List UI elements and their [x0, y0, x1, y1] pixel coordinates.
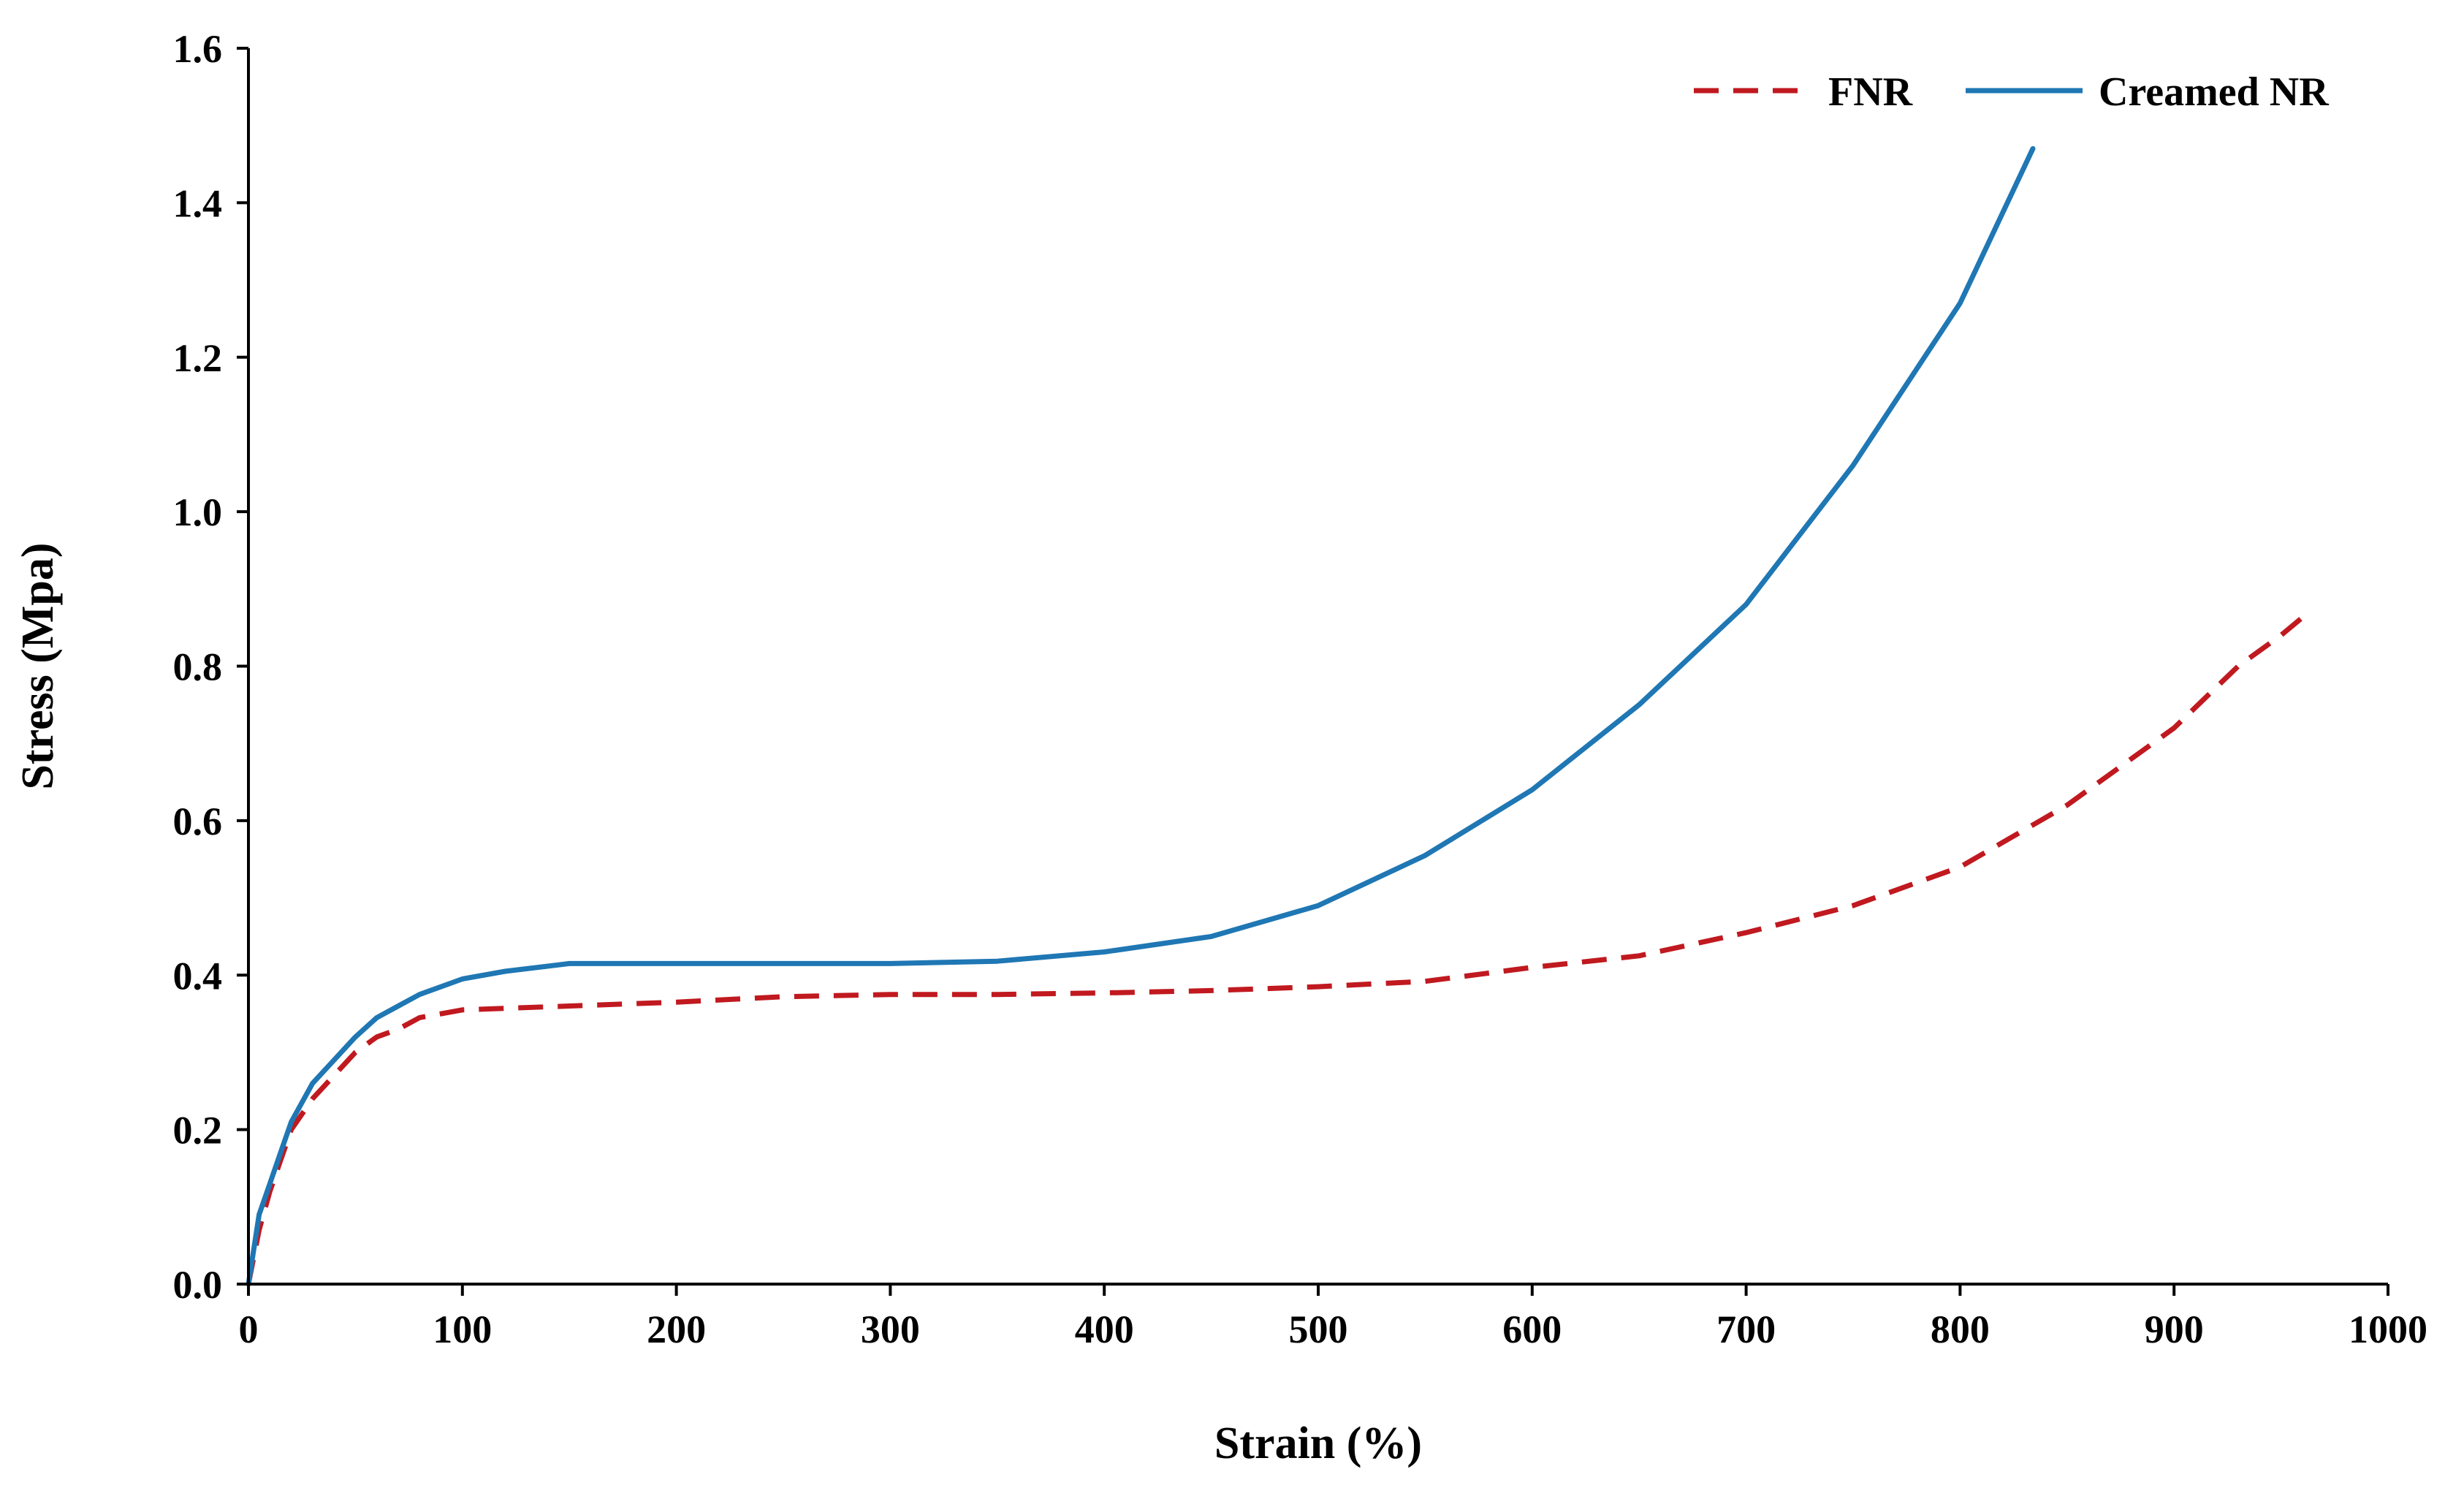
y-tick-label: 0.2 [173, 1109, 223, 1153]
y-axis-ticks: 0.0 0.2 0.4 0.6 0.8 1.0 1.2 1.4 1.6 [173, 27, 248, 1307]
x-tick-label: 0 [239, 1307, 259, 1351]
x-tick-label: 1000 [2349, 1307, 2427, 1351]
y-tick-label: 1.6 [173, 27, 223, 71]
chart-legend: FNR Creamed NR [1694, 69, 2329, 115]
series-layer [246, 145, 2311, 1287]
legend-label-fnr: FNR [1828, 69, 1913, 115]
legend-label-creamed-nr: Creamed NR [2099, 69, 2329, 115]
x-tick-label: 600 [1502, 1307, 1562, 1351]
x-tick-label: 200 [647, 1307, 706, 1351]
series-line-fnr [246, 610, 2311, 1285]
y-tick-label: 0.8 [173, 645, 223, 689]
y-tick-label: 1.2 [173, 336, 223, 380]
x-tick-label: 300 [861, 1307, 920, 1351]
x-tick-label: 800 [1931, 1307, 1990, 1351]
x-tick-label: 500 [1289, 1307, 1348, 1351]
y-tick-label: 0.6 [173, 800, 223, 843]
x-tick-label: 700 [1716, 1307, 1776, 1351]
y-tick-label: 0.4 [173, 954, 223, 998]
x-axis-title: Strain (%) [1214, 1419, 1422, 1468]
y-axis-title: Stress (Mpa) [13, 542, 63, 789]
y-tick-label: 1.4 [173, 181, 223, 225]
x-tick-label: 900 [2145, 1307, 2204, 1351]
series-line-creamed-nr [246, 145, 2036, 1287]
x-axis-ticks: 0 100 200 300 400 500 600 700 800 900 1000 [239, 1284, 2427, 1351]
x-tick-label: 400 [1075, 1307, 1134, 1351]
y-tick-label: 1.0 [173, 490, 223, 534]
x-tick-label: 100 [433, 1307, 492, 1351]
y-tick-label: 0.0 [173, 1263, 223, 1307]
